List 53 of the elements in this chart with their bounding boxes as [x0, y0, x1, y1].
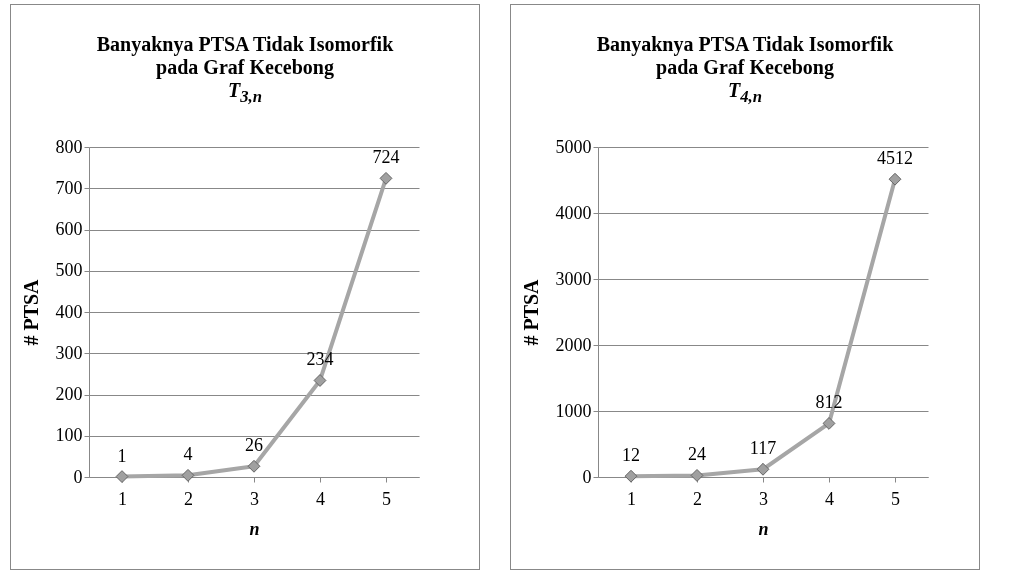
point [822, 416, 836, 430]
x-tick-label: 2 [184, 488, 193, 509]
data-label: 26 [245, 435, 263, 456]
point [690, 469, 704, 482]
point [115, 470, 129, 483]
y-tick-label: 800 [55, 136, 83, 157]
y-tick-label: 300 [55, 342, 83, 363]
y-tick-label: 400 [55, 301, 83, 322]
point [888, 172, 902, 186]
point [624, 469, 638, 483]
x-tick-label: 4 [316, 488, 325, 509]
y-tick-label: 200 [55, 384, 83, 404]
y-tick-label: 4000 [555, 202, 592, 223]
data-label: 4 [183, 444, 193, 465]
data-label: 1 [117, 445, 127, 466]
y-tick-label: 0 [73, 466, 83, 487]
chart-title: Banyaknya PTSA Tidak Isomorfik pada Graf Kecebong [596, 33, 894, 78]
y-tick-label: 3000 [555, 268, 592, 289]
x-tick-label: 5 [891, 488, 900, 509]
x-tick-label: 4 [825, 488, 834, 509]
point [379, 171, 393, 185]
x-tick-label: 3 [250, 488, 259, 509]
y-tick-label: 600 [55, 219, 83, 239]
chart-subtitle: T$_{4,n}$ [728, 79, 762, 106]
chart-subtitle: T$_{3,n}$ [228, 79, 262, 106]
data-label: 4512 [877, 148, 913, 169]
x-tick-label: 1 [627, 488, 636, 509]
data-label: 24 [688, 444, 706, 465]
data-label: 724 [372, 147, 400, 168]
x-axis-title: n [249, 518, 260, 539]
y-axis-title: # PTSA [19, 278, 42, 346]
y-tick-label: 500 [55, 260, 83, 281]
chart-title: Banyaknya PTSA Tidak Isomorfik pada Graf Kecebong [96, 33, 394, 78]
data-label: 812 [815, 392, 843, 413]
y-tick-label: 2000 [555, 334, 592, 355]
data-label: 234 [306, 349, 334, 370]
y-tick-label: 700 [55, 177, 83, 198]
y-tick-label: 5000 [555, 136, 592, 157]
x-tick-label: 2 [693, 488, 702, 509]
y-tick-label: 1000 [555, 400, 592, 421]
x-tick-label: 3 [759, 488, 768, 509]
y-tick-label: 0 [582, 466, 592, 487]
x-axis-title: n [758, 518, 769, 539]
point [756, 462, 770, 476]
data-label: 12 [622, 445, 640, 466]
y-tick-label: 100 [55, 425, 83, 446]
y-axis-title: # PTSA [519, 278, 542, 346]
point [247, 459, 261, 473]
x-tick-label: 5 [382, 488, 391, 509]
x-tick-label: 1 [118, 488, 127, 509]
point [181, 468, 195, 482]
point [313, 374, 327, 387]
data-label: 117 [749, 438, 777, 459]
